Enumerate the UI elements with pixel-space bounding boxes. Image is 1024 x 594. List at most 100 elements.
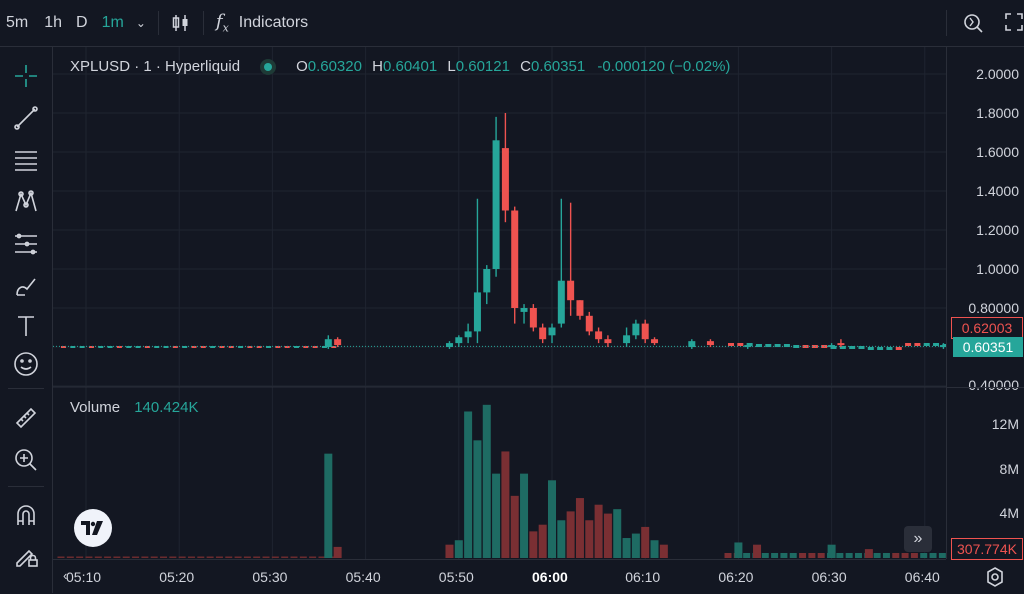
candle-body: [744, 345, 752, 348]
time-axis[interactable]: ‹ 05:10 05:20 05:30 05:40 05:50 06:00 06:10 06:…: [53, 559, 946, 594]
pattern-icon[interactable]: [10, 186, 42, 218]
chart-canvas[interactable]: [53, 47, 946, 559]
brush-icon[interactable]: [10, 270, 42, 302]
candle-body: [585, 315, 593, 332]
volume-bar-flat: [882, 553, 890, 558]
toolbar-divider: [8, 486, 44, 487]
top-toolbar: 5m 1h D 1m ⌄ fx Indicators: [0, 0, 1024, 47]
tradingview-logo[interactable]: [74, 509, 112, 547]
timeframe-5m[interactable]: 5m: [6, 14, 29, 31]
volume-tick: 8M: [999, 461, 1019, 477]
market-status-icon: [260, 58, 277, 75]
price-axis[interactable]: 2.0000 1.8000 1.6000 1.4000 1.2000 1.000…: [946, 47, 1024, 560]
volume-bar: [631, 533, 640, 558]
candle-body: [837, 343, 845, 346]
volume-bar: [622, 538, 631, 558]
emoji-icon[interactable]: [10, 348, 42, 380]
candle-body: [483, 269, 491, 293]
text-icon[interactable]: [10, 310, 42, 342]
volume-bar-flat: [104, 556, 112, 558]
volume-bar: [566, 511, 575, 558]
candle-flat: [728, 343, 734, 346]
candle-body: [567, 280, 575, 301]
volume-bar-flat: [225, 556, 233, 558]
timeframe-1m[interactable]: 1m: [101, 14, 124, 31]
measure-lines-icon[interactable]: [10, 228, 42, 260]
collapse-icon[interactable]: ‹: [63, 568, 68, 583]
volume-bar-flat: [817, 553, 825, 558]
volume-bar-flat: [76, 556, 84, 558]
crosshair-icon[interactable]: [10, 60, 42, 92]
last-price-badge-red: 0.62003: [951, 317, 1023, 339]
candle-flat: [886, 347, 893, 350]
volume-bar: [548, 480, 556, 558]
volume-bar-flat: [854, 553, 862, 558]
volume-bar: [538, 524, 547, 558]
volume-bar: [501, 451, 510, 558]
candle-body: [473, 292, 481, 332]
volume-bar: [324, 453, 333, 558]
volume-bar: [864, 549, 873, 558]
volume-bar-flat: [85, 556, 93, 558]
candle-flat: [737, 343, 744, 346]
volume-value: 140.424K: [134, 399, 199, 416]
volume-bar-flat: [873, 553, 881, 558]
time-tick: 05:10: [66, 569, 102, 585]
toolbar-divider: [202, 11, 204, 35]
candle-flat: [914, 343, 921, 346]
volume-bar-flat: [187, 556, 195, 558]
fib-lines-icon[interactable]: [10, 144, 42, 176]
candle-flat: [849, 346, 856, 349]
indicators-button[interactable]: Indicators: [238, 14, 309, 31]
alert-icon[interactable]: [962, 12, 984, 39]
volume-bar: [333, 546, 342, 558]
volume-bar: [454, 540, 463, 558]
fullscreen-icon[interactable]: [1004, 12, 1024, 37]
candle-body: [828, 345, 836, 348]
timeframe-1h[interactable]: 1h: [44, 14, 63, 31]
symbol-name[interactable]: XPLUSD · 1 · Hyperliquid: [70, 58, 241, 75]
time-tick: 05:30: [252, 569, 288, 585]
volume-tick: 4M: [999, 505, 1019, 521]
volume-bar: [464, 411, 473, 558]
price-tick: 2.0000: [976, 66, 1019, 82]
candle-body: [939, 345, 946, 348]
volume-label[interactable]: Volume: [70, 399, 121, 416]
magnet-icon[interactable]: [10, 500, 42, 532]
candle-body: [324, 339, 332, 347]
volume-bar: [641, 526, 650, 558]
candle-flat: [811, 345, 818, 348]
chart-pane[interactable]: [53, 47, 946, 559]
candle-flat: [933, 343, 940, 346]
trend-line-icon[interactable]: [10, 102, 42, 134]
volume-bar: [585, 520, 594, 558]
volume-bar-flat: [901, 553, 909, 558]
volume-bar: [603, 513, 612, 558]
volume-bar: [510, 495, 519, 558]
lock-drawing-icon[interactable]: [10, 540, 42, 572]
fx-icon[interactable]: fx: [215, 11, 229, 35]
volume-bar: [650, 540, 659, 558]
zoom-in-icon[interactable]: [10, 444, 42, 476]
candles-icon[interactable]: [171, 13, 191, 33]
volume-bar-flat: [938, 553, 946, 558]
ruler-icon[interactable]: [10, 402, 42, 434]
volume-bar-flat: [122, 556, 130, 558]
scroll-to-realtime-button[interactable]: »: [904, 526, 932, 552]
toolbar-divider: [8, 388, 44, 389]
time-tick: 06:20: [718, 569, 754, 585]
settings-icon[interactable]: [984, 566, 1006, 593]
volume-bar-flat: [243, 556, 251, 558]
volume-bar: [734, 542, 743, 558]
toolbar-divider: [157, 11, 159, 35]
candle-flat: [923, 343, 930, 346]
candle-body: [604, 339, 612, 344]
pane-divider[interactable]: [947, 387, 1024, 388]
chevron-down-icon[interactable]: ⌄: [135, 16, 146, 30]
candle-flat: [746, 343, 753, 346]
candle-flat: [905, 343, 912, 346]
volume-legend: Volume 140.424K: [70, 399, 198, 416]
timeframe-d[interactable]: D: [76, 14, 88, 31]
open-value: 0.60320: [307, 58, 362, 75]
volume-bar-flat: [771, 553, 779, 558]
